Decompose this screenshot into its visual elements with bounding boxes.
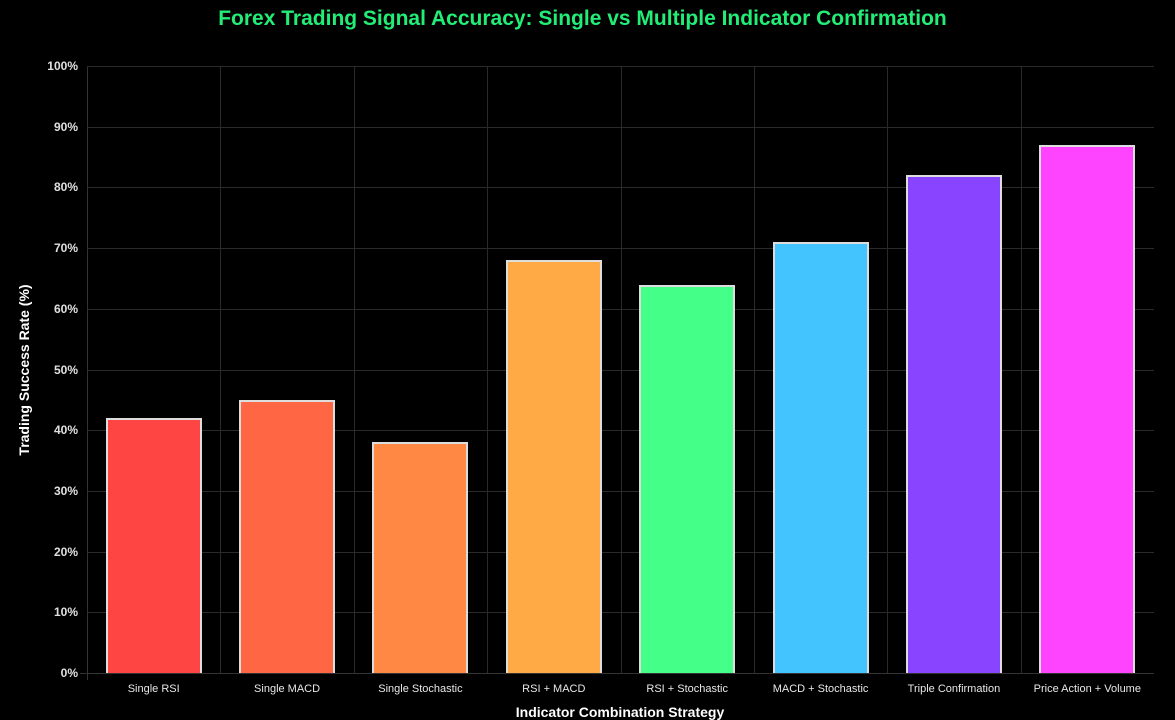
x-tick-label: Single RSI	[127, 683, 180, 695]
y-tick-label: 10%	[53, 605, 78, 620]
y-tick-label: 90%	[53, 119, 78, 134]
gridline-vertical	[620, 66, 622, 673]
gridline-vertical	[1020, 66, 1022, 673]
y-tick-label: 40%	[53, 423, 78, 438]
bar[interactable]	[772, 242, 869, 673]
x-tick-label: Single Stochastic	[378, 683, 463, 695]
y-tick-label: 70%	[53, 241, 78, 256]
gridline-vertical	[753, 66, 755, 673]
gridline-vertical	[887, 66, 889, 673]
x-axis-label: Indicator Combination Strategy	[515, 704, 725, 720]
bar[interactable]	[505, 260, 602, 673]
y-tick-label: 50%	[53, 362, 78, 377]
bar[interactable]	[372, 442, 469, 673]
x-tick-label: Triple Confirmation	[907, 683, 1001, 695]
chart-title: Forex Trading Signal Accuracy: Single vs…	[218, 7, 947, 30]
bar[interactable]	[239, 399, 336, 673]
x-tick-label: Single MACD	[254, 683, 321, 695]
y-tick-label: 100%	[47, 59, 78, 73]
gridline-vertical	[353, 66, 355, 673]
bar[interactable]	[639, 284, 736, 673]
x-axis-line	[80, 673, 1154, 674]
bar[interactable]	[105, 418, 202, 673]
bar[interactable]	[905, 175, 1002, 673]
x-tick-label: MACD + Stochastic	[772, 683, 869, 695]
y-tick-label: 20%	[53, 544, 78, 559]
y-axis-line	[87, 66, 88, 680]
y-axis-label: Trading Success Rate (%)	[16, 284, 32, 456]
y-tick-label: 80%	[53, 180, 78, 195]
gridline-vertical	[487, 66, 489, 673]
plot-area	[87, 66, 1154, 674]
x-tick-label: RSI + Stochastic	[646, 683, 728, 695]
x-tick-label: Price Action + Volume	[1033, 683, 1141, 695]
bar[interactable]	[1039, 144, 1136, 673]
gridline-vertical	[220, 66, 222, 673]
y-tick-label: 60%	[53, 301, 78, 316]
y-tick-label: 0%	[60, 666, 78, 680]
x-tick-label: RSI + MACD	[522, 683, 586, 695]
y-tick-label: 30%	[53, 483, 78, 498]
